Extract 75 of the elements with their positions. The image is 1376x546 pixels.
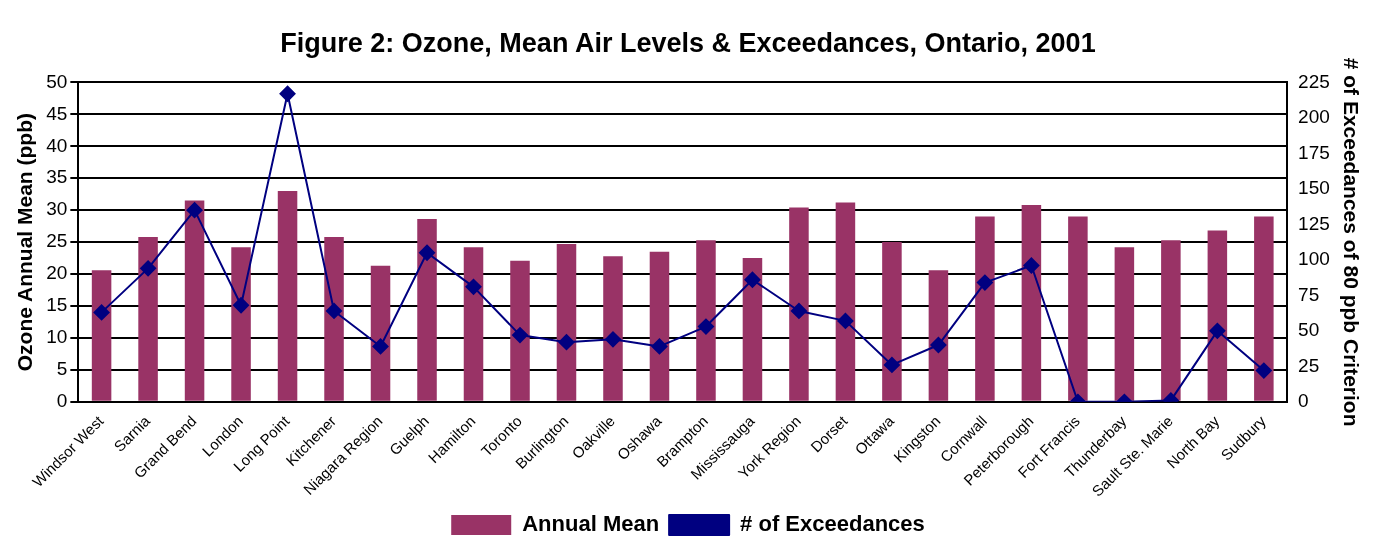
y2-tick-label: 100 xyxy=(1298,248,1330,270)
bar xyxy=(417,219,437,401)
bar xyxy=(835,202,856,401)
bar xyxy=(742,258,763,401)
point xyxy=(604,331,621,348)
bar xyxy=(556,244,577,401)
point xyxy=(93,304,110,321)
y2-tick-label: 75 xyxy=(1298,283,1320,305)
legend-label: # of Exceedances xyxy=(740,511,925,537)
y-tick-label: 25 xyxy=(46,230,68,252)
chart-title: Figure 2: Ozone, Mean Air Levels & Exceedances, Ontario, 2001 xyxy=(280,27,1096,58)
point xyxy=(465,278,482,295)
point xyxy=(279,85,296,102)
y-tick-label: 45 xyxy=(46,102,68,124)
bar xyxy=(1068,216,1088,401)
point xyxy=(1023,257,1040,274)
bar xyxy=(463,247,484,401)
y2-tick-label: 175 xyxy=(1298,141,1330,163)
bar xyxy=(882,242,902,401)
bar xyxy=(184,200,205,401)
point xyxy=(326,302,343,319)
y-tick-label: 35 xyxy=(46,166,68,188)
point xyxy=(930,337,947,354)
bar xyxy=(1207,230,1228,401)
y2-tick-label: 25 xyxy=(1298,354,1320,376)
bar xyxy=(928,270,949,401)
point xyxy=(419,244,436,261)
y-tick-label: 5 xyxy=(56,358,68,380)
bar xyxy=(91,270,112,401)
bar xyxy=(1114,247,1135,401)
bar xyxy=(1254,216,1274,401)
y-tick-label: 10 xyxy=(46,326,68,348)
y2-tick-label: 125 xyxy=(1298,212,1330,234)
y2-axis-title: # of Exceedances of 80 ppb Criterion xyxy=(1339,57,1363,427)
y2-tick-label: 225 xyxy=(1298,70,1330,92)
point xyxy=(744,271,761,288)
point xyxy=(186,202,203,219)
y2-tick-label: 0 xyxy=(1298,390,1309,412)
point xyxy=(1209,322,1226,339)
point xyxy=(697,318,714,335)
point xyxy=(512,327,528,344)
point xyxy=(1255,362,1272,379)
point xyxy=(558,334,575,351)
bar xyxy=(510,260,530,401)
y-axis-title: Ozone Annual Mean (ppb) xyxy=(13,113,37,372)
legend-label: Annual Mean xyxy=(522,511,660,537)
bar xyxy=(789,207,809,401)
point xyxy=(233,297,250,314)
y-tick-label: 30 xyxy=(46,198,68,220)
bar xyxy=(231,247,251,401)
point xyxy=(976,274,993,291)
point xyxy=(651,338,668,355)
bar xyxy=(370,265,391,401)
bar xyxy=(277,191,298,401)
y-tick-label: 50 xyxy=(46,70,68,92)
bar xyxy=(324,237,344,401)
point xyxy=(140,260,157,277)
bar xyxy=(1161,240,1181,401)
y2-tick-label: 150 xyxy=(1298,177,1330,199)
bar xyxy=(603,256,623,401)
y2-tick-label: 50 xyxy=(1298,319,1320,341)
bar xyxy=(975,216,995,401)
bar xyxy=(1021,205,1042,401)
y-tick-label: 15 xyxy=(46,294,68,316)
point xyxy=(372,338,389,355)
bar xyxy=(696,240,716,401)
point xyxy=(790,302,807,319)
y-tick-label: 20 xyxy=(46,262,68,284)
y-tick-label: 40 xyxy=(46,134,68,156)
bar xyxy=(649,251,670,401)
point xyxy=(837,312,854,329)
point xyxy=(883,356,900,373)
y-tick-label: 0 xyxy=(56,390,68,412)
bar xyxy=(138,237,158,401)
y2-tick-label: 200 xyxy=(1298,106,1330,128)
